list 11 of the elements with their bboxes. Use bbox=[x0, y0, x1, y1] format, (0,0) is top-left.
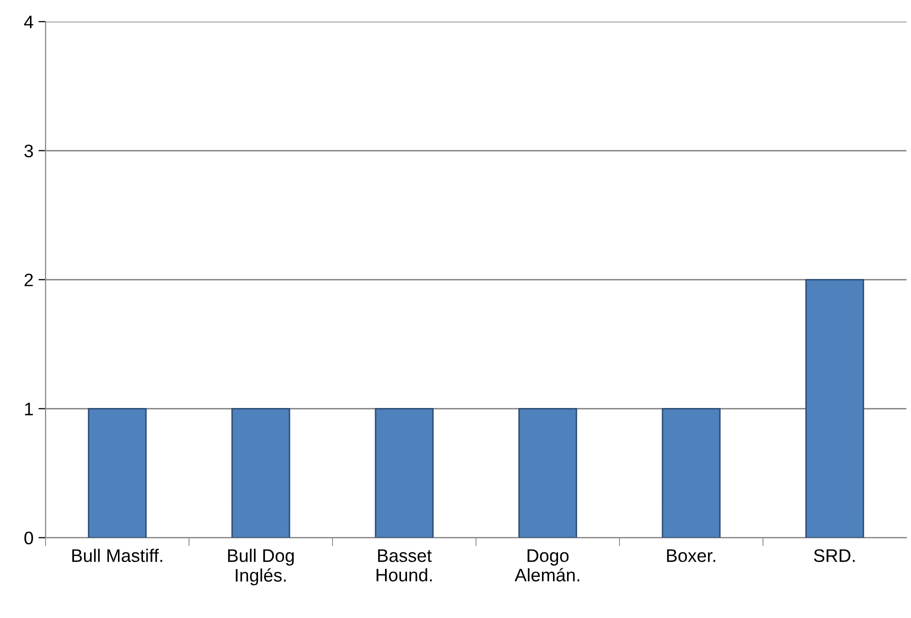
x-tick-label: Bull Mastiff. bbox=[72, 548, 162, 562]
y-tick-label: 0 bbox=[24, 532, 34, 544]
x-tick-label: Basset Hound. bbox=[376, 549, 432, 582]
y-tick-label: 4 bbox=[24, 16, 34, 28]
x-tick-label: SRD. bbox=[814, 549, 855, 562]
x-tick-label: Boxer. bbox=[667, 549, 716, 562]
x-tick-label: Bull Dog Inglés. bbox=[228, 548, 294, 586]
y-tick-label: 1 bbox=[25, 402, 33, 416]
y-tick-label: 2 bbox=[24, 274, 33, 286]
y-tick-label: 3 bbox=[24, 144, 33, 158]
x-tick-label: Dogo Alemán. bbox=[514, 549, 580, 582]
